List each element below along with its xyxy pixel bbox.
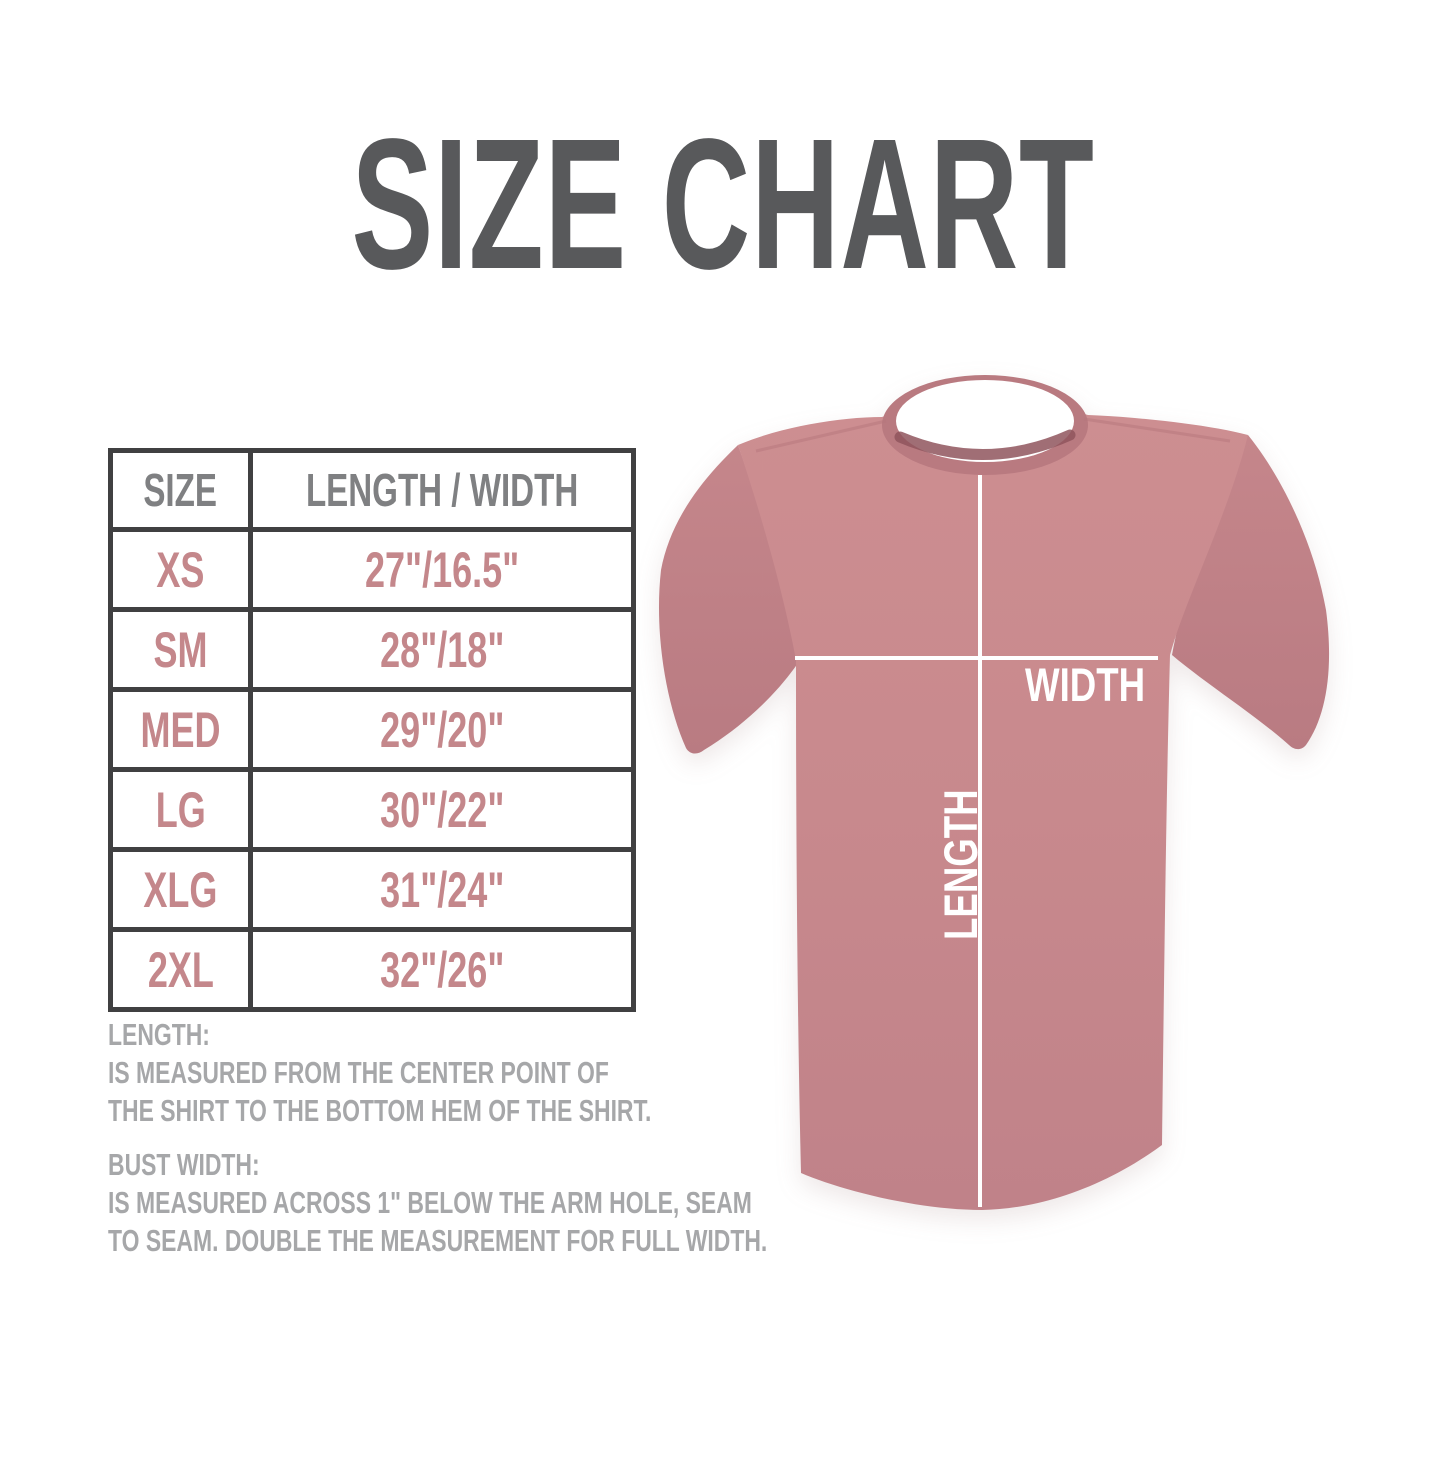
measurement-cell: 27"/16.5" — [247, 527, 637, 612]
measurement-cell: 32"/26" — [247, 927, 637, 1012]
table-row: LG 30"/22" — [108, 767, 637, 852]
table-row: 2XL 32"/26" — [108, 927, 637, 1012]
size-cell: XLG — [108, 847, 253, 932]
size-cell: XS — [108, 527, 253, 612]
size-cell: 2XL — [108, 927, 253, 1012]
bust-width-note: BUST WIDTH: IS MEASURED ACROSS 1" BELOW … — [108, 1146, 768, 1260]
size-cell: SM — [108, 607, 253, 692]
tshirt-sleeve-right — [1172, 435, 1330, 750]
note-heading: LENGTH: — [108, 1017, 210, 1052]
table-row: XLG 31"/24" — [108, 847, 637, 932]
note-line: IS MEASURED FROM THE CENTER POINT OF — [108, 1055, 609, 1090]
tshirt-collar — [755, 375, 1231, 475]
size-cell: LG — [108, 767, 253, 852]
tshirt-sleeve-left — [658, 445, 798, 754]
measurement-cell: 30"/22" — [247, 767, 637, 852]
table-row: XS 27"/16.5" — [108, 527, 637, 612]
measurement-cell: 31"/24" — [247, 847, 637, 932]
tshirt-body — [738, 406, 1248, 1211]
size-table: SIZE LENGTH / WIDTH XS 27"/16.5" SM 28"/… — [108, 448, 637, 1012]
header-cell-measurement: LENGTH / WIDTH — [247, 448, 637, 532]
measurement-cell: 28"/18" — [247, 607, 637, 692]
length-note: LENGTH: IS MEASURED FROM THE CENTER POIN… — [108, 1016, 748, 1130]
table-header-row: SIZE LENGTH / WIDTH — [108, 448, 637, 532]
table-row: SM 28"/18" — [108, 607, 637, 692]
note-heading: BUST WIDTH: — [108, 1147, 260, 1182]
note-line: TO SEAM. DOUBLE THE MEASUREMENT FOR FULL… — [108, 1223, 768, 1258]
page-title: SIZE CHART — [0, 112, 1445, 298]
note-line: IS MEASURED ACROSS 1" BELOW THE ARM HOLE… — [108, 1185, 752, 1220]
measurement-notes: LENGTH: IS MEASURED FROM THE CENTER POIN… — [108, 1016, 768, 1260]
size-cell: MED — [108, 687, 253, 772]
measurement-cell: 29"/20" — [247, 687, 637, 772]
width-label: WIDTH — [1025, 659, 1145, 711]
page-title-text: SIZE CHART — [350, 101, 1095, 308]
length-label: LENGTH — [935, 789, 987, 940]
table-row: MED 29"/20" — [108, 687, 637, 772]
note-line: THE SHIRT TO THE BOTTOM HEM OF THE SHIRT… — [108, 1093, 652, 1128]
tshirt-diagram: WIDTH LENGTH — [658, 375, 1330, 1211]
header-cell-size: SIZE — [108, 448, 253, 532]
